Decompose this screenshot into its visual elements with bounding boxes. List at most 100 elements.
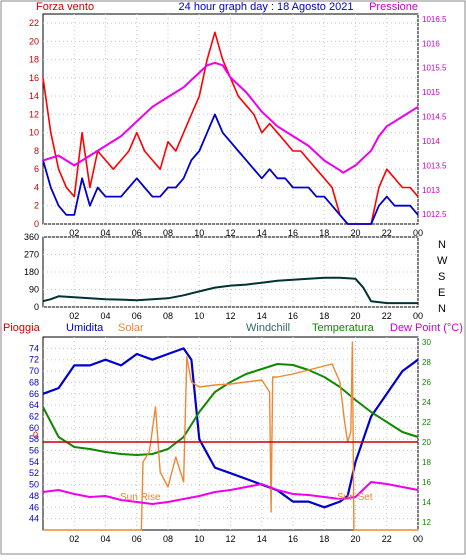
direction-x-tick-label: 18 xyxy=(319,311,329,321)
temp-humidity-y-tick-label: 56 xyxy=(29,446,39,456)
direction-x-tick-label: 16 xyxy=(288,311,298,321)
temp-humidity-y-tick-label: 52 xyxy=(29,468,39,478)
wind-pressure-y-tick-label: 14 xyxy=(29,91,39,101)
direction-y-tick-label: 360 xyxy=(24,232,39,242)
compass-n-bottom: N xyxy=(438,303,446,315)
wind-pressure-y2-tick-label: 1014.5 xyxy=(422,113,447,122)
temp-humidity-y2-tick-label: 30 xyxy=(422,338,431,347)
temp-humidity-y-tick-label: 60 xyxy=(29,423,39,433)
direction-x-tick-label: 00 xyxy=(413,311,423,321)
temp-humidity-y-tick-label: 58 xyxy=(29,434,39,444)
temp-humidity-x-tick-label: 22 xyxy=(382,534,392,544)
wind-pressure-y2-tick-label: 1013.5 xyxy=(422,161,447,170)
temp-humidity-series-0 xyxy=(42,347,419,509)
temp-humidity-y-tick-label: 66 xyxy=(29,389,39,399)
wind-pressure-y-tick-label: 16 xyxy=(29,73,39,83)
wind-pressure-y-tick-label: 4 xyxy=(34,182,39,192)
direction-y-tick-label: 0 xyxy=(34,302,39,312)
wind-pressure-x-tick-label: 14 xyxy=(257,228,267,238)
wind-speed-label: Forza vento xyxy=(36,1,94,13)
temp-humidity-series-3 xyxy=(42,481,419,505)
temp-humidity-y-tick-label: 50 xyxy=(29,480,39,490)
direction-x-tick-label: 20 xyxy=(350,311,360,321)
wind-pressure-y-tick-label: 20 xyxy=(29,36,39,46)
wind-pressure-x-tick-label: 02 xyxy=(69,228,79,238)
temp-humidity-x-tick-label: 20 xyxy=(350,534,360,544)
temp-humidity-y-tick-label: 48 xyxy=(29,491,39,501)
wind-pressure-y2-tick-label: 1016.5 xyxy=(422,15,447,24)
temp-humidity-y2-tick-label: 28 xyxy=(422,358,431,367)
wind-pressure-x-tick-label: 12 xyxy=(225,228,235,238)
wind-pressure-y-tick-label: 6 xyxy=(34,164,39,174)
pressure-label: Pressione xyxy=(369,1,418,13)
temp-humidity-x-tick-label: 00 xyxy=(413,534,423,544)
wind-pressure-x-tick-label: 04 xyxy=(100,228,110,238)
temp-humidity-y-tick-label: 64 xyxy=(29,400,39,410)
wind-pressure-series-2 xyxy=(42,61,419,174)
sunrise-annotation: Sun Rise xyxy=(120,492,161,503)
wind-pressure-y-tick-label: 12 xyxy=(29,109,39,119)
wind-pressure-x-tick-label: 08 xyxy=(163,228,173,238)
wind-pressure-series-1 xyxy=(42,113,419,225)
sunset-annotation: Sun Set xyxy=(337,492,373,503)
temp-humidity-x-tick-label: 06 xyxy=(132,534,142,544)
temp-humidity-y2-tick-label: 26 xyxy=(422,378,431,387)
wind-pressure-y2-tick-label: 1016 xyxy=(422,39,440,48)
wind-pressure-x-tick-label: 10 xyxy=(194,228,204,238)
temp-humidity-y-tick-label: 72 xyxy=(29,355,39,365)
temp-humidity-y2-tick-label: 22 xyxy=(422,418,431,427)
temp-humidity-y-tick-label: 68 xyxy=(29,377,39,387)
rain-zero-label: 0 xyxy=(33,430,38,440)
legend-temperature: Temperatura xyxy=(312,322,375,334)
wind-pressure-y2-tick-label: 1014 xyxy=(422,137,440,146)
temp-humidity-y-tick-label: 54 xyxy=(29,457,39,467)
temp-humidity-y2-tick-label: 12 xyxy=(422,518,431,527)
temp-humidity-series-2 xyxy=(43,341,418,531)
wind-pressure-x-tick-label: 18 xyxy=(319,228,329,238)
compass-e: E xyxy=(438,287,445,299)
legend-rain: Pioggia xyxy=(3,322,41,334)
wind-pressure-x-tick-label: 00 xyxy=(413,228,423,238)
temp-humidity-x-tick-label: 10 xyxy=(194,534,204,544)
temp-humidity-x-tick-label: 14 xyxy=(257,534,267,544)
temp-humidity-x-tick-label: 04 xyxy=(100,534,110,544)
temp-humidity-y2-tick-label: 24 xyxy=(422,398,431,407)
temp-humidity-x-tick-label: 18 xyxy=(319,534,329,544)
temp-humidity-y2-tick-label: 20 xyxy=(422,438,431,447)
compass-w: W xyxy=(437,255,448,267)
direction-x-tick-label: 22 xyxy=(382,311,392,321)
direction-x-tick-label: 06 xyxy=(132,311,142,321)
temp-humidity-x-tick-label: 16 xyxy=(288,534,298,544)
temp-humidity-y-tick-label: 62 xyxy=(29,411,39,421)
direction-x-tick-label: 14 xyxy=(257,311,267,321)
chart-title: 24 hour graph day : 18 Agosto 2021 xyxy=(179,1,354,13)
temp-humidity-x-tick-label: 08 xyxy=(163,534,173,544)
direction-y-tick-label: 180 xyxy=(24,267,39,277)
wind-pressure-y-tick-label: 2 xyxy=(34,201,39,211)
wind-pressure-y-tick-label: 18 xyxy=(29,55,39,65)
wind-pressure-x-tick-label: 20 xyxy=(350,228,360,238)
wind-pressure-y-tick-label: 10 xyxy=(29,128,39,138)
wind-pressure-y-tick-label: 0 xyxy=(34,219,39,229)
direction-x-tick-label: 08 xyxy=(163,311,173,321)
temp-humidity-x-tick-label: 12 xyxy=(225,534,235,544)
direction-x-tick-label: 02 xyxy=(69,311,79,321)
wind-pressure-y2-tick-label: 1015 xyxy=(422,88,440,97)
wind-pressure-y-tick-label: 8 xyxy=(34,146,39,156)
direction-series-0 xyxy=(42,276,418,305)
wind-pressure-y-tick-label: 22 xyxy=(29,18,39,28)
wind-pressure-y2-tick-label: 1013 xyxy=(422,186,440,195)
legend-windchill: Windchill xyxy=(246,322,290,334)
temp-humidity-x-tick-label: 02 xyxy=(69,534,79,544)
temp-humidity-y-tick-label: 74 xyxy=(29,343,39,353)
wind-pressure-y2-tick-label: 1012.5 xyxy=(422,210,447,219)
direction-y-tick-label: 90 xyxy=(29,285,39,295)
temp-humidity-y2-tick-label: 18 xyxy=(422,458,431,467)
temp-humidity-y-tick-label: 46 xyxy=(29,502,39,512)
direction-x-tick-label: 10 xyxy=(194,311,204,321)
wind-pressure-x-tick-label: 16 xyxy=(288,228,298,238)
direction-x-tick-label: 12 xyxy=(225,311,235,321)
